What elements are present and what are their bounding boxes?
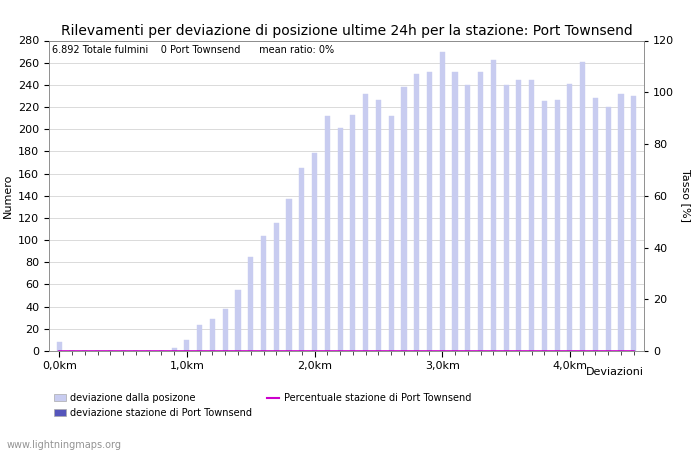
Bar xyxy=(325,116,330,351)
Bar xyxy=(184,340,190,351)
Bar xyxy=(580,62,585,351)
Bar xyxy=(606,107,611,351)
Bar xyxy=(440,52,444,351)
Text: Deviazioni: Deviazioni xyxy=(586,367,644,377)
Y-axis label: Tasso [%]: Tasso [%] xyxy=(681,169,691,222)
Bar xyxy=(466,85,470,351)
Bar xyxy=(350,115,356,351)
Legend: deviazione dalla posizone, deviazione stazione di Port Townsend, Percentuale sta: deviazione dalla posizone, deviazione st… xyxy=(54,393,471,418)
Bar xyxy=(300,168,304,351)
Bar xyxy=(568,84,573,351)
Bar xyxy=(286,199,292,351)
Bar xyxy=(223,309,228,351)
Bar xyxy=(57,342,62,351)
Bar xyxy=(593,98,598,351)
Bar xyxy=(389,116,393,351)
Bar xyxy=(363,94,368,351)
Bar xyxy=(376,100,381,351)
Bar xyxy=(554,100,560,351)
Bar xyxy=(210,319,215,351)
Bar xyxy=(235,290,241,351)
Bar xyxy=(274,224,279,351)
Text: www.lightningmaps.org: www.lightningmaps.org xyxy=(7,440,122,450)
Bar xyxy=(517,81,522,351)
Bar xyxy=(503,85,509,351)
Bar xyxy=(172,348,176,351)
Bar xyxy=(337,128,343,351)
Bar xyxy=(529,81,534,351)
Bar xyxy=(427,72,432,351)
Text: 6.892 Totale fulmini    0 Port Townsend      mean ratio: 0%: 6.892 Totale fulmini 0 Port Townsend mea… xyxy=(52,45,334,55)
Bar xyxy=(478,72,483,351)
Bar xyxy=(401,87,407,351)
Bar xyxy=(542,102,547,351)
Bar xyxy=(312,153,317,351)
Bar xyxy=(248,257,253,351)
Y-axis label: Numero: Numero xyxy=(3,174,13,218)
Bar xyxy=(414,74,419,351)
Bar xyxy=(631,96,636,351)
Bar xyxy=(452,72,458,351)
Bar xyxy=(619,94,624,351)
Bar xyxy=(197,325,202,351)
Title: Rilevamenti per deviazione di posizione ultime 24h per la stazione: Port Townsen: Rilevamenti per deviazione di posizione … xyxy=(61,24,632,38)
Bar xyxy=(261,236,266,351)
Bar xyxy=(491,60,496,351)
